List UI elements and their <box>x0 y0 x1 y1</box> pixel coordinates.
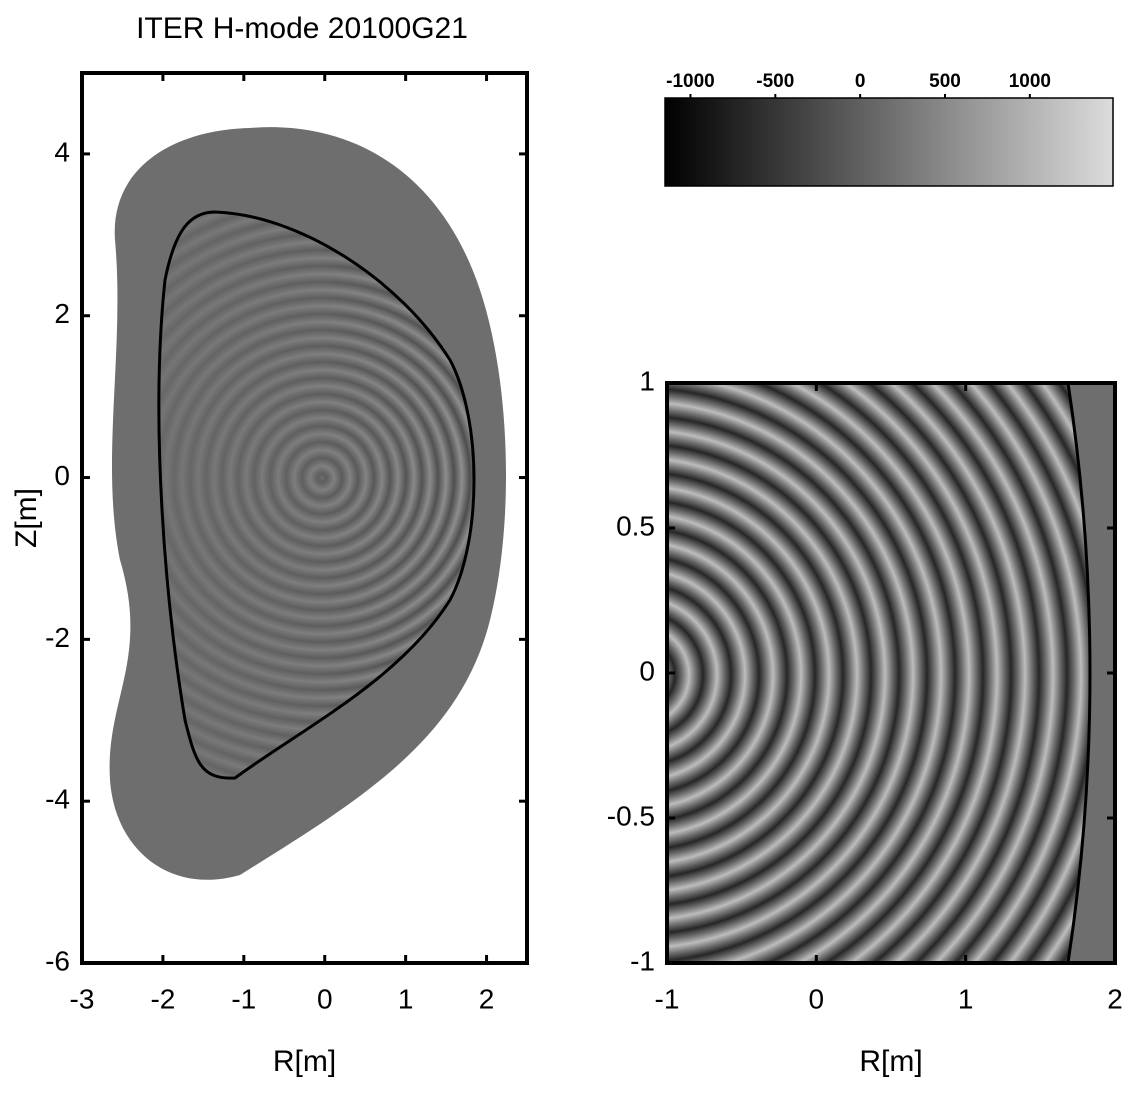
x-tick-label: 0 <box>809 983 825 1014</box>
right-field <box>667 382 1115 964</box>
colorbar-tick-label: 500 <box>929 71 961 92</box>
plasma-boundary <box>1066 382 1092 964</box>
x-tick-label: 2 <box>1107 983 1123 1014</box>
wave-pattern <box>667 383 1090 963</box>
y-tick-label: -2 <box>45 622 70 653</box>
y-tick-label: -4 <box>45 784 70 815</box>
left-field <box>109 127 507 880</box>
x-tick-label: 2 <box>479 983 495 1014</box>
y-tick-label: 0 <box>54 460 70 491</box>
y-tick-label: 0 <box>639 655 655 686</box>
y-tick-label: 0.5 <box>616 510 655 541</box>
colorbar-tick-label: -500 <box>756 71 794 92</box>
x-tick-label: -2 <box>150 983 175 1014</box>
x-tick-label: -3 <box>70 983 95 1014</box>
y-tick-label: 4 <box>54 136 70 167</box>
x-tick-label: 1 <box>398 983 414 1014</box>
y-axis-label: Z[m] <box>10 488 43 548</box>
y-tick-label: 2 <box>54 298 70 329</box>
axes-frame <box>80 71 529 965</box>
x-tick-label: -1 <box>655 983 680 1014</box>
x-tick-label: 1 <box>958 983 974 1014</box>
plasma-boundary <box>157 210 476 780</box>
y-tick-label: -6 <box>45 945 70 976</box>
colorbar <box>664 97 1114 187</box>
colorbar-tick-label: -1000 <box>666 71 715 92</box>
colorbar-tick-label: 1000 <box>1009 71 1051 92</box>
x-axis-label: R[m] <box>273 1045 336 1078</box>
y-tick-label: -1 <box>630 945 655 976</box>
colorbar-tick-label: 0 <box>855 71 866 92</box>
x-tick-label: -1 <box>231 983 256 1014</box>
y-tick-label: 1 <box>639 365 655 396</box>
x-axis-label: R[m] <box>859 1045 922 1078</box>
chart-title: ITER H-mode 20100G21 <box>136 12 468 45</box>
x-tick-label: 0 <box>317 983 333 1014</box>
y-tick-label: -0.5 <box>607 800 655 831</box>
